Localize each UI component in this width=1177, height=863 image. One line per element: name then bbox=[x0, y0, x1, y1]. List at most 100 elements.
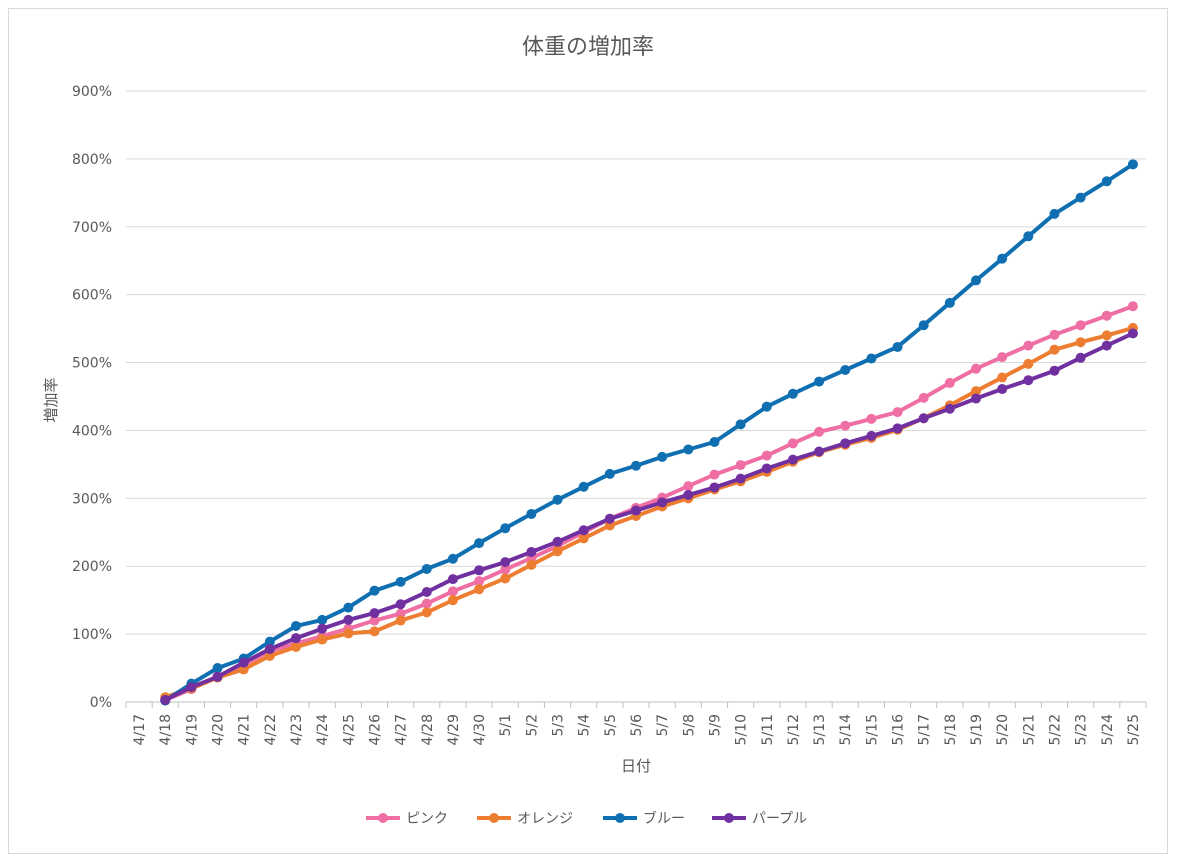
legend-marker bbox=[378, 813, 388, 823]
chart-frame bbox=[8, 8, 1168, 854]
data-point bbox=[761, 401, 772, 412]
data-point bbox=[709, 469, 720, 480]
x-tick-label: 4/18 bbox=[158, 714, 174, 745]
data-point bbox=[787, 388, 798, 399]
data-point bbox=[526, 546, 537, 557]
data-point bbox=[578, 481, 589, 492]
x-axis-label: 日付 bbox=[621, 757, 651, 775]
data-point bbox=[317, 634, 328, 645]
series-line bbox=[163, 331, 1135, 702]
data-point bbox=[578, 533, 589, 544]
data-point bbox=[683, 444, 694, 455]
data-point bbox=[761, 463, 772, 474]
data-point bbox=[552, 546, 563, 557]
data-point bbox=[395, 599, 406, 610]
x-tick-label: 5/17 bbox=[917, 714, 933, 745]
data-point bbox=[1101, 330, 1112, 341]
data-point bbox=[683, 489, 694, 500]
data-point bbox=[212, 671, 223, 682]
data-point bbox=[1023, 340, 1034, 351]
data-point bbox=[866, 413, 877, 424]
data-point bbox=[526, 508, 537, 519]
data-point bbox=[918, 413, 929, 424]
gridlines bbox=[126, 90, 1146, 703]
data-point bbox=[1049, 208, 1060, 219]
data-point bbox=[552, 494, 563, 505]
data-point bbox=[631, 505, 641, 516]
y-tick-label: 0% bbox=[90, 695, 112, 711]
x-tick-label: 5/16 bbox=[891, 714, 907, 746]
x-tick-label: 5/15 bbox=[864, 714, 880, 745]
data-point bbox=[421, 607, 432, 618]
data-point bbox=[840, 438, 851, 449]
y-tick-label: 500% bbox=[72, 356, 112, 372]
data-point bbox=[657, 451, 668, 462]
data-point bbox=[971, 386, 981, 397]
data-point bbox=[918, 392, 929, 403]
data-point bbox=[474, 565, 485, 576]
data-point bbox=[1075, 192, 1086, 203]
x-tick-label: 5/25 bbox=[1126, 714, 1142, 745]
y-tick-label: 400% bbox=[72, 423, 112, 439]
data-point bbox=[1101, 340, 1112, 351]
data-point bbox=[944, 297, 955, 308]
x-tick-label: 5/5 bbox=[603, 714, 619, 737]
data-point bbox=[552, 536, 563, 547]
y-tick-label: 900% bbox=[72, 84, 112, 100]
data-point bbox=[317, 623, 328, 634]
data-point bbox=[1075, 320, 1086, 331]
data-point bbox=[474, 538, 485, 549]
data-point bbox=[971, 275, 981, 286]
x-tick-label: 5/11 bbox=[760, 714, 776, 745]
data-point bbox=[944, 377, 955, 388]
data-point bbox=[212, 663, 223, 674]
data-point bbox=[918, 320, 929, 331]
x-tick-label: 4/21 bbox=[237, 714, 253, 745]
x-axis-tick-labels: 4/17 4/18 4/19 4/20 4/21 4/22 4/23 4/24 4/25 4/26… bbox=[125, 702, 1147, 746]
x-tick-label: 4/22 bbox=[263, 714, 279, 745]
data-point bbox=[447, 553, 458, 564]
data-point bbox=[814, 426, 825, 437]
data-point bbox=[709, 482, 720, 493]
data-point bbox=[604, 468, 615, 479]
data-point bbox=[840, 365, 851, 376]
data-point bbox=[160, 694, 171, 705]
series-4 bbox=[160, 328, 1138, 705]
data-point bbox=[1127, 159, 1138, 170]
legend-marker bbox=[489, 813, 499, 823]
data-point bbox=[971, 393, 981, 404]
data-point bbox=[500, 523, 511, 534]
data-point bbox=[787, 438, 798, 449]
data-point bbox=[369, 608, 380, 619]
data-point bbox=[264, 644, 275, 655]
data-point bbox=[421, 563, 432, 574]
x-tick-label: 4/23 bbox=[289, 714, 305, 745]
data-point bbox=[735, 473, 746, 484]
data-point bbox=[1101, 176, 1112, 187]
data-point bbox=[186, 682, 197, 693]
legend-item: ピンク bbox=[366, 811, 448, 827]
data-point bbox=[866, 430, 877, 441]
data-point bbox=[474, 576, 485, 587]
y-tick-label: 100% bbox=[72, 627, 112, 643]
series-line bbox=[163, 162, 1135, 703]
data-point bbox=[291, 620, 301, 631]
data-point bbox=[892, 407, 903, 418]
x-tick-label: 4/30 bbox=[472, 714, 488, 745]
data-point bbox=[447, 595, 458, 606]
x-tick-label: 4/20 bbox=[211, 714, 227, 745]
x-tick-label: 5/20 bbox=[995, 714, 1011, 745]
x-tick-label: 4/17 bbox=[132, 714, 148, 745]
data-point bbox=[892, 423, 903, 434]
x-tick-label: 5/13 bbox=[812, 714, 828, 745]
data-point bbox=[735, 419, 746, 430]
x-tick-label: 4/26 bbox=[367, 714, 383, 746]
data-point bbox=[814, 376, 825, 387]
data-point bbox=[997, 384, 1008, 395]
data-point bbox=[1127, 328, 1138, 339]
data-point bbox=[604, 513, 615, 524]
x-tick-label: 5/9 bbox=[707, 714, 723, 737]
legend-item: オレンジ bbox=[477, 811, 573, 827]
legend-label: パープル bbox=[752, 811, 807, 827]
data-point bbox=[735, 460, 746, 471]
